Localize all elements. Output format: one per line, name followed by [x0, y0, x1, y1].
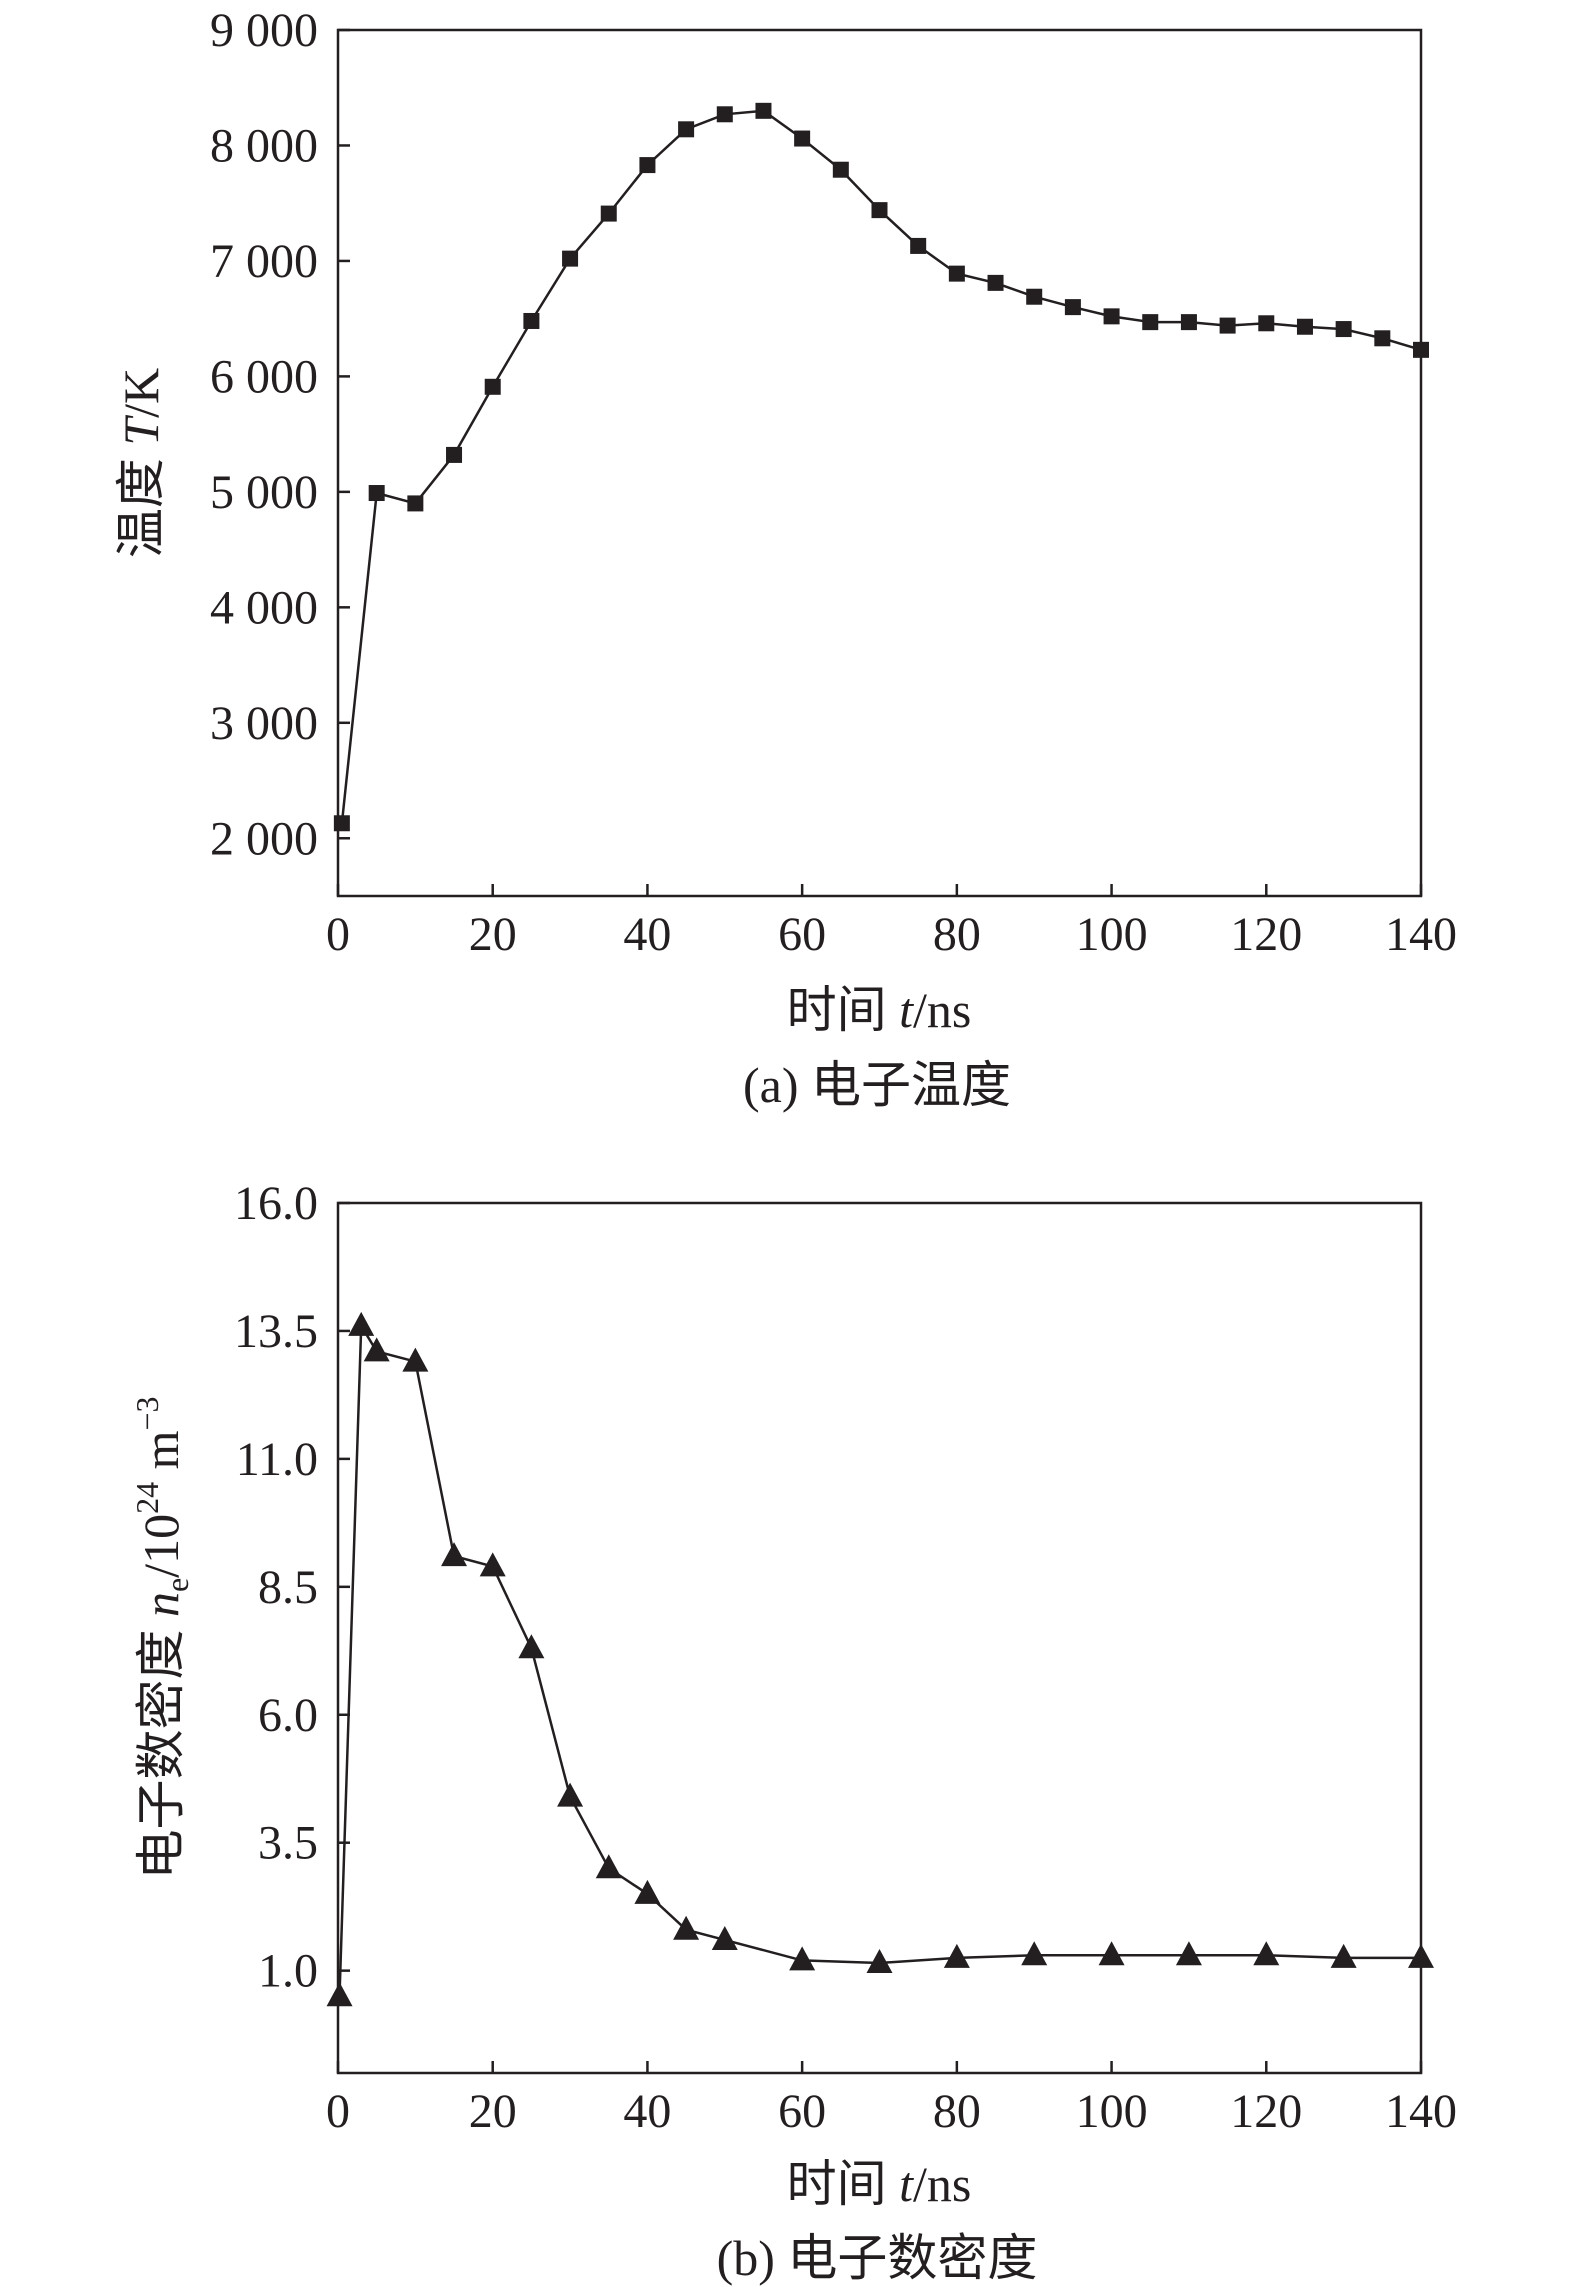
- data-point: [446, 446, 463, 463]
- data-point: [1258, 315, 1275, 332]
- y-tick-label: 8 000: [210, 119, 318, 172]
- data-point: [789, 1946, 816, 1971]
- y-tick-label: 9 000: [210, 4, 318, 57]
- x-tick-label: 60: [778, 908, 826, 961]
- chart-b-y-axis-label: 电子数密度 ne/1024 m−3: [129, 1396, 195, 1879]
- chart-a-y-ticks: 2 000 3 000 4 000 5 000 6 000 7 000 8 000 9 000: [210, 4, 350, 865]
- data-point: [402, 1347, 429, 1372]
- data-point: [1335, 321, 1352, 338]
- data-point: [1413, 341, 1429, 358]
- data-point: [1103, 308, 1120, 325]
- data-point: [1253, 1941, 1280, 1966]
- x-tick-label: 120: [1230, 2085, 1302, 2138]
- data-point: [518, 1634, 545, 1659]
- data-point: [1219, 317, 1236, 334]
- x-tick-label: 20: [469, 908, 517, 961]
- chart-a-x-axis-label: 时间 t/ns: [787, 982, 972, 1038]
- data-point: [1175, 1941, 1202, 1966]
- data-point: [639, 157, 656, 174]
- data-point: [755, 102, 772, 119]
- data-point: [479, 1552, 506, 1577]
- chart-b-plot-frame: [336, 1201, 1423, 2075]
- data-point: [910, 237, 927, 254]
- chart-a: 0 20 40 60 80 100 120 140 2 000 3 000 4 000 5 000 6…: [113, 4, 1457, 1113]
- x-tick-label: 100: [1076, 908, 1148, 961]
- data-point: [1374, 330, 1391, 347]
- data-point: [562, 250, 579, 267]
- data-point: [600, 205, 617, 222]
- data-point: [326, 1982, 353, 2007]
- chart-a-y-axis-label: 温度 T/K: [113, 368, 169, 558]
- data-point: [1098, 1941, 1125, 1966]
- data-point: [484, 378, 501, 395]
- data-point: [678, 121, 695, 138]
- data-point: [1021, 1941, 1048, 1966]
- data-point: [943, 1943, 970, 1968]
- chart-a-caption: (a) 电子温度: [743, 1057, 1011, 1113]
- data-point: [866, 1948, 893, 1973]
- data-point: [1296, 318, 1313, 335]
- data-point: [557, 1782, 584, 1807]
- data-point: [523, 312, 540, 329]
- chart-a-plot-frame: [336, 28, 1423, 898]
- y-tick-label: 7 000: [210, 235, 318, 288]
- y-tick-label: 3 000: [210, 697, 318, 750]
- data-point: [368, 485, 385, 502]
- chart-b-caption: (b) 电子数密度: [717, 2230, 1038, 2286]
- x-tick-label: 0: [326, 908, 350, 961]
- series-line: [338, 1321, 1421, 1997]
- y-tick-label: 16.0: [234, 1177, 318, 1230]
- y-tick-label: 6 000: [210, 350, 318, 403]
- y-tick-label: 6.0: [258, 1689, 318, 1742]
- y-tick-label: 1.0: [258, 1945, 318, 1998]
- x-tick-label: 140: [1385, 2085, 1457, 2138]
- data-point: [948, 265, 965, 282]
- x-tick-label: 60: [778, 2085, 826, 2138]
- data-point: [1408, 1943, 1434, 1968]
- x-tick-label: 100: [1076, 2085, 1148, 2138]
- y-tick-label: 3.5: [258, 1817, 318, 1870]
- x-tick-label: 20: [469, 2085, 517, 2138]
- data-point: [634, 1879, 661, 1904]
- y-tick-label: 11.0: [236, 1433, 318, 1486]
- data-point: [871, 202, 888, 219]
- chart-a-x-ticks: 0 20 40 60 80 100 120 140: [326, 884, 1457, 961]
- data-point: [363, 1337, 390, 1362]
- y-tick-label: 2 000: [210, 812, 318, 865]
- data-point: [407, 495, 424, 512]
- y-tick-label: 5 000: [210, 466, 318, 519]
- data-point: [333, 815, 350, 832]
- data-point: [1330, 1943, 1357, 1968]
- data-point: [794, 130, 811, 147]
- x-tick-label: 80: [933, 908, 981, 961]
- chart-b-series: [326, 1311, 1434, 2007]
- data-point: [711, 1925, 738, 1950]
- y-tick-label: 8.5: [258, 1561, 318, 1614]
- chart-b: 0 20 40 60 80 100 120 140 1.03.56.08.511.013.51…: [129, 1177, 1457, 2286]
- data-point: [348, 1311, 375, 1336]
- chart-a-series: [333, 102, 1429, 832]
- data-point: [441, 1542, 468, 1567]
- chart-b-x-axis-label: 时间 t/ns: [787, 2156, 972, 2212]
- data-point: [1064, 299, 1081, 316]
- chart-b-y-ticks: 1.0 3.5 6.0 8.5 11.0 13.5 16.0: [234, 1177, 350, 1998]
- x-tick-label: 0: [326, 2085, 350, 2138]
- data-point: [832, 161, 849, 178]
- chart-b-x-ticks: 0 20 40 60 80 100 120 140: [326, 2061, 1457, 2138]
- data-point: [595, 1854, 622, 1879]
- x-tick-label: 40: [623, 2085, 671, 2138]
- x-tick-label: 140: [1385, 908, 1457, 961]
- data-point: [987, 274, 1004, 291]
- data-point: [1180, 314, 1197, 331]
- y-tick-label: 13.5: [234, 1305, 318, 1358]
- data-point: [1142, 314, 1159, 331]
- x-tick-label: 80: [933, 2085, 981, 2138]
- data-point: [1026, 288, 1043, 305]
- data-point: [716, 106, 733, 123]
- data-point: [673, 1915, 700, 1940]
- x-tick-label: 120: [1230, 908, 1302, 961]
- y-tick-label: 4 000: [210, 581, 318, 634]
- x-tick-label: 40: [623, 908, 671, 961]
